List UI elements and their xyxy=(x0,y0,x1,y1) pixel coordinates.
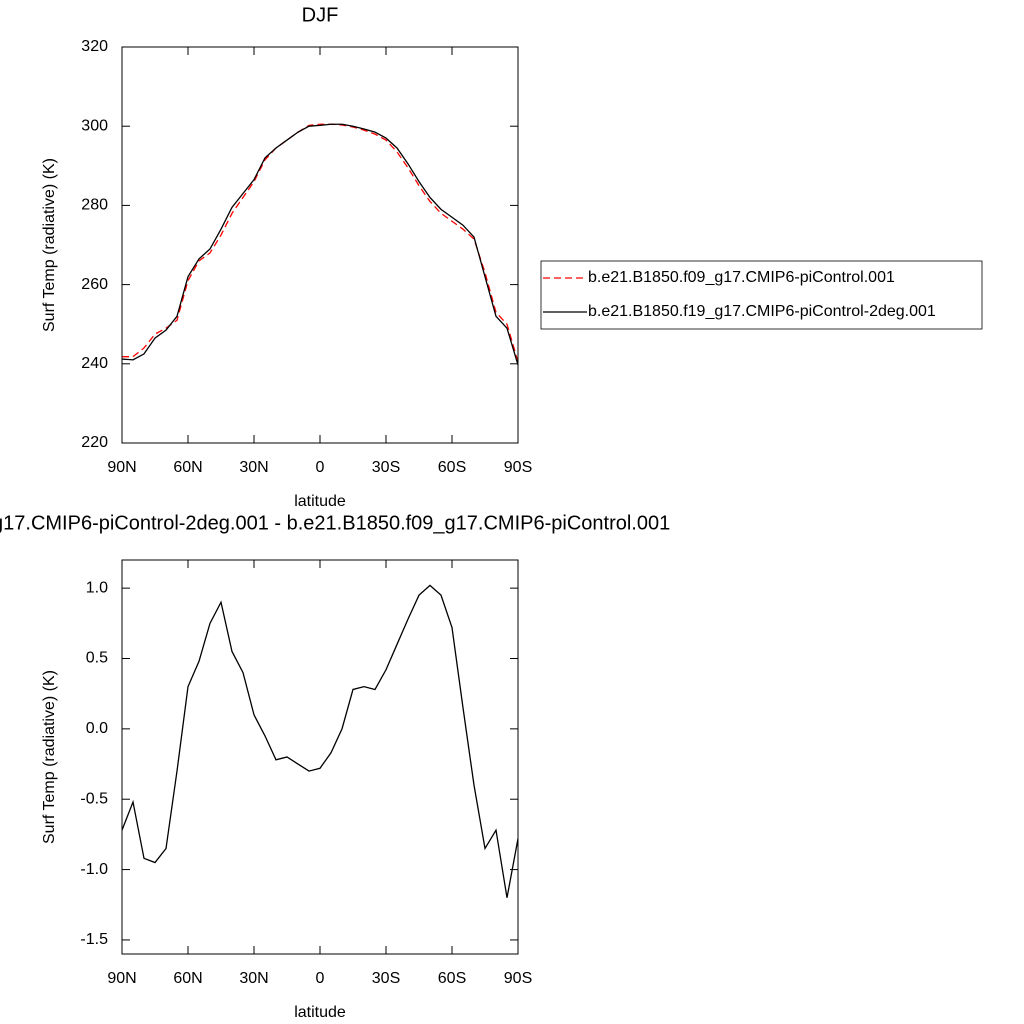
x-axis-label: latitude xyxy=(294,1004,346,1021)
plot-frame xyxy=(121,46,519,444)
y-tick-label: 1.0 xyxy=(86,579,108,596)
legend-box xyxy=(540,260,983,330)
x-tick-label: 90S xyxy=(504,970,532,987)
x-tick-label: 60N xyxy=(173,970,202,987)
data-line xyxy=(121,123,519,366)
y-axis-label: Surf Temp (radiative) (K) xyxy=(41,670,58,844)
chart-title: DJF xyxy=(302,4,339,26)
legend-label: b.e21.B1850.f19_g17.CMIP6-piControl-2deg… xyxy=(588,303,936,320)
data-line xyxy=(122,123,519,363)
y-tick-label: -1.5 xyxy=(80,931,108,948)
y-tick-label: 240 xyxy=(81,355,108,372)
plot-frame xyxy=(121,559,519,955)
chart-title: 9_g17.CMIP6-piControl-2deg.001 - b.e21.B… xyxy=(0,512,670,534)
y-tick-label: 260 xyxy=(81,276,108,293)
y-axis-label: Surf Temp (radiative) (K) xyxy=(41,158,58,332)
legend-label: b.e21.B1850.f09_g17.CMIP6-piControl.001 xyxy=(588,269,895,286)
x-tick-label: 30N xyxy=(239,970,268,987)
y-tick-label: 220 xyxy=(81,434,108,451)
x-tick-label: 30S xyxy=(372,459,400,476)
y-tick-label: 0.5 xyxy=(86,650,108,667)
x-tick-label: 0 xyxy=(316,459,325,476)
x-tick-label: 90S xyxy=(504,459,532,476)
y-tick-label: -1.0 xyxy=(80,861,108,878)
x-tick-label: 0 xyxy=(316,970,325,987)
y-tick-label: -0.5 xyxy=(80,790,108,807)
y-tick-label: 0.0 xyxy=(86,720,108,737)
x-axis-label: latitude xyxy=(294,493,346,510)
y-tick-label: 280 xyxy=(81,197,108,214)
y-tick-label: 320 xyxy=(81,38,108,55)
x-tick-label: 60S xyxy=(438,970,466,987)
x-tick-label: 60N xyxy=(173,459,202,476)
y-tick-label: 300 xyxy=(81,117,108,134)
x-tick-label: 30S xyxy=(372,970,400,987)
x-tick-label: 90N xyxy=(107,970,136,987)
x-tick-label: 30N xyxy=(239,459,268,476)
data-line xyxy=(121,584,519,898)
x-tick-label: 90N xyxy=(107,459,136,476)
x-tick-label: 60S xyxy=(438,459,466,476)
